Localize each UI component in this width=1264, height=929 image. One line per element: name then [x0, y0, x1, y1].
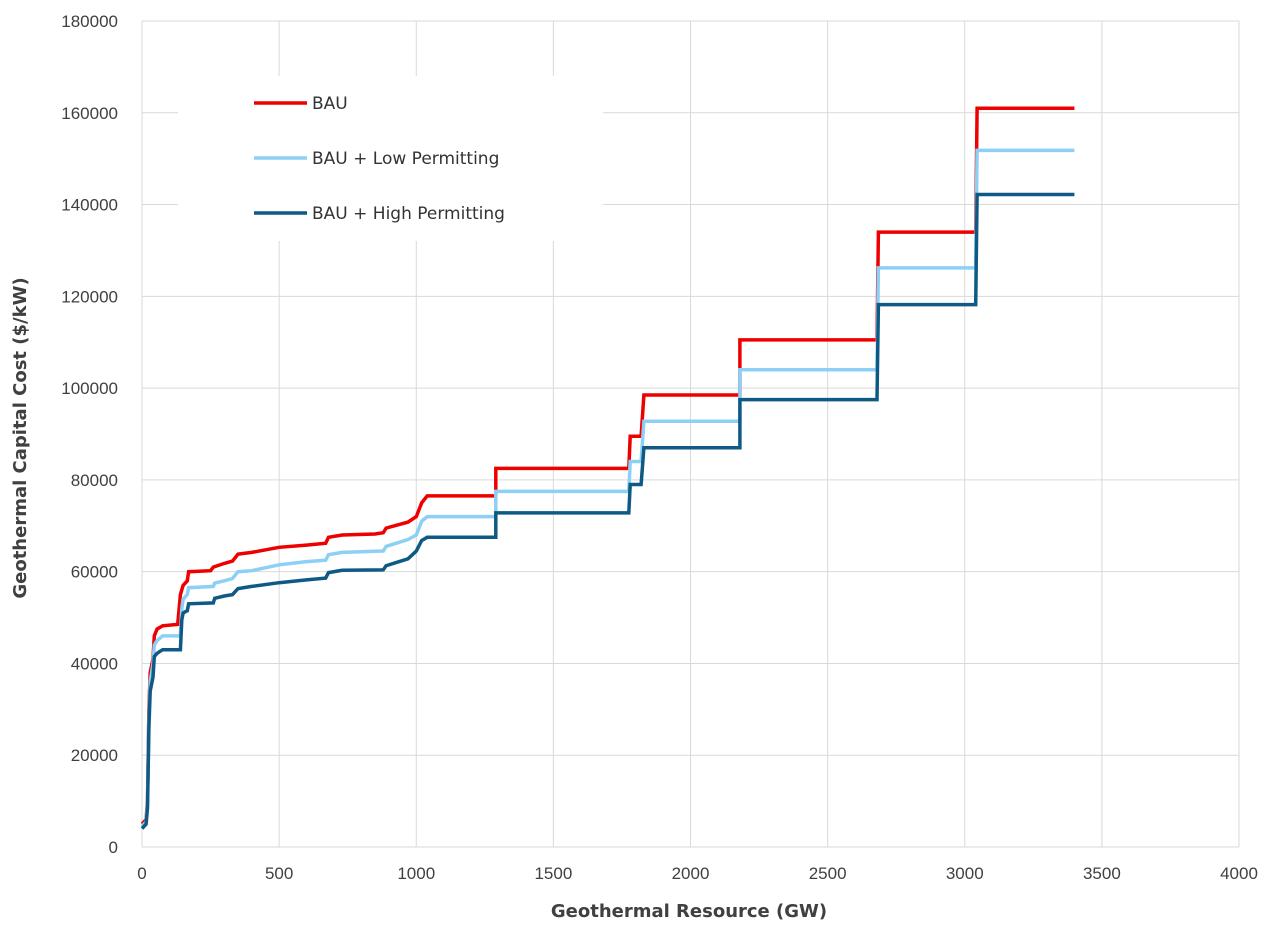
series-lines — [140, 106, 1075, 830]
legend: BAU BAU + Low Permitting BAU + High Permit… — [178, 76, 603, 241]
y-tick-label: 40000 — [71, 654, 118, 673]
x-tick-label: 4000 — [1220, 864, 1258, 883]
x-tick-label: 1000 — [397, 864, 435, 883]
legend-label: BAU + Low Permitting — [312, 149, 499, 169]
series-line-1 — [140, 106, 1075, 826]
y-tick-label: 100000 — [61, 379, 118, 398]
series-line-3 — [140, 192, 1075, 830]
y-tick-label: 120000 — [61, 287, 118, 306]
legend-label: BAU — [312, 94, 348, 114]
legend-background — [178, 76, 603, 241]
x-tick-label: 3500 — [1083, 864, 1121, 883]
y-tick-label: 0 — [109, 838, 118, 857]
series-line-2 — [140, 148, 1075, 828]
y-tick-label: 160000 — [61, 104, 118, 123]
x-tick-label: 0 — [137, 864, 146, 883]
x-tick-label: 3000 — [946, 864, 984, 883]
tick-labels: 0 500 1000 1500 2000 2500 3000 3500 400002000040… — [61, 12, 1258, 883]
x-tick-label: 2500 — [809, 864, 847, 883]
legend-label: BAU + High Permitting — [312, 204, 505, 224]
y-tick-label: 60000 — [71, 563, 118, 582]
y-tick-label: 180000 — [61, 12, 118, 31]
x-tick-label: 500 — [265, 864, 293, 883]
x-axis-title: Geothermal Resource (GW) — [551, 901, 827, 922]
y-tick-label: 80000 — [71, 471, 118, 490]
gridlines — [141, 20, 1240, 848]
y-axis-title: Geothermal Capital Cost ($/kW) — [10, 277, 31, 598]
y-tick-label: 20000 — [71, 746, 118, 765]
x-tick-label: 1500 — [534, 864, 572, 883]
y-tick-label: 140000 — [61, 196, 118, 215]
x-tick-label: 2000 — [672, 864, 710, 883]
